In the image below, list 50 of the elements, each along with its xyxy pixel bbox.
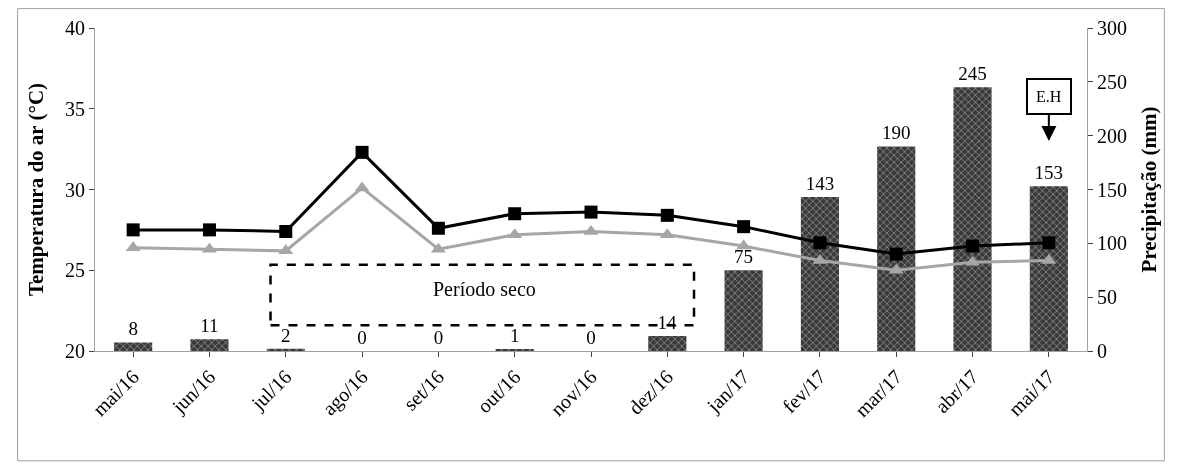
data-label: 0	[586, 327, 596, 348]
point	[813, 236, 827, 250]
point	[584, 205, 598, 219]
bar	[877, 146, 916, 351]
data-label: 245	[958, 63, 987, 85]
data-label: 190	[881, 122, 911, 144]
y2-tick-label: 200	[1097, 124, 1127, 147]
data-label: 8	[128, 318, 138, 340]
point	[355, 145, 369, 159]
annotation: Período seco	[433, 278, 536, 300]
y-tick-label: 30	[65, 178, 85, 201]
point	[889, 247, 903, 261]
y-tick-label: 20	[65, 340, 85, 362]
point	[279, 224, 293, 238]
data-label: 1	[509, 325, 520, 346]
bar	[953, 87, 992, 351]
bar	[800, 197, 839, 351]
y2-axis-title: Precipitação (mm)	[1137, 106, 1162, 273]
y-tick-label: 35	[65, 97, 85, 120]
y-tick-label: 25	[65, 259, 85, 282]
y2-tick-label: 300	[1097, 17, 1127, 39]
data-label: 2	[281, 324, 291, 346]
point	[737, 220, 751, 234]
bar	[724, 270, 763, 351]
data-label: 75	[734, 246, 754, 268]
point	[126, 223, 140, 237]
y-axis-title: Temperatura do ar (°C)	[24, 82, 49, 297]
y2-tick-label: 0	[1097, 340, 1107, 362]
y2-tick-label: 50	[1097, 286, 1117, 309]
bar	[114, 342, 153, 351]
bar	[648, 335, 687, 351]
point	[966, 239, 980, 253]
y2-tick-label: 100	[1097, 232, 1127, 255]
point	[202, 223, 216, 237]
point	[1042, 236, 1056, 250]
annotation: E.H	[1036, 88, 1062, 105]
data-label: 0	[357, 327, 367, 348]
y-tick-label: 40	[65, 17, 85, 39]
point	[431, 221, 445, 235]
data-label: 0	[433, 327, 444, 348]
point	[660, 208, 674, 222]
data-label: 153	[1034, 162, 1064, 184]
point	[508, 207, 522, 221]
data-label: 11	[200, 315, 219, 337]
bar	[1029, 186, 1068, 351]
bar	[266, 348, 305, 351]
y2-tick-label: 250	[1097, 70, 1127, 93]
bar	[190, 339, 229, 351]
data-label: 143	[805, 173, 835, 195]
y2-tick-label: 150	[1097, 178, 1127, 201]
